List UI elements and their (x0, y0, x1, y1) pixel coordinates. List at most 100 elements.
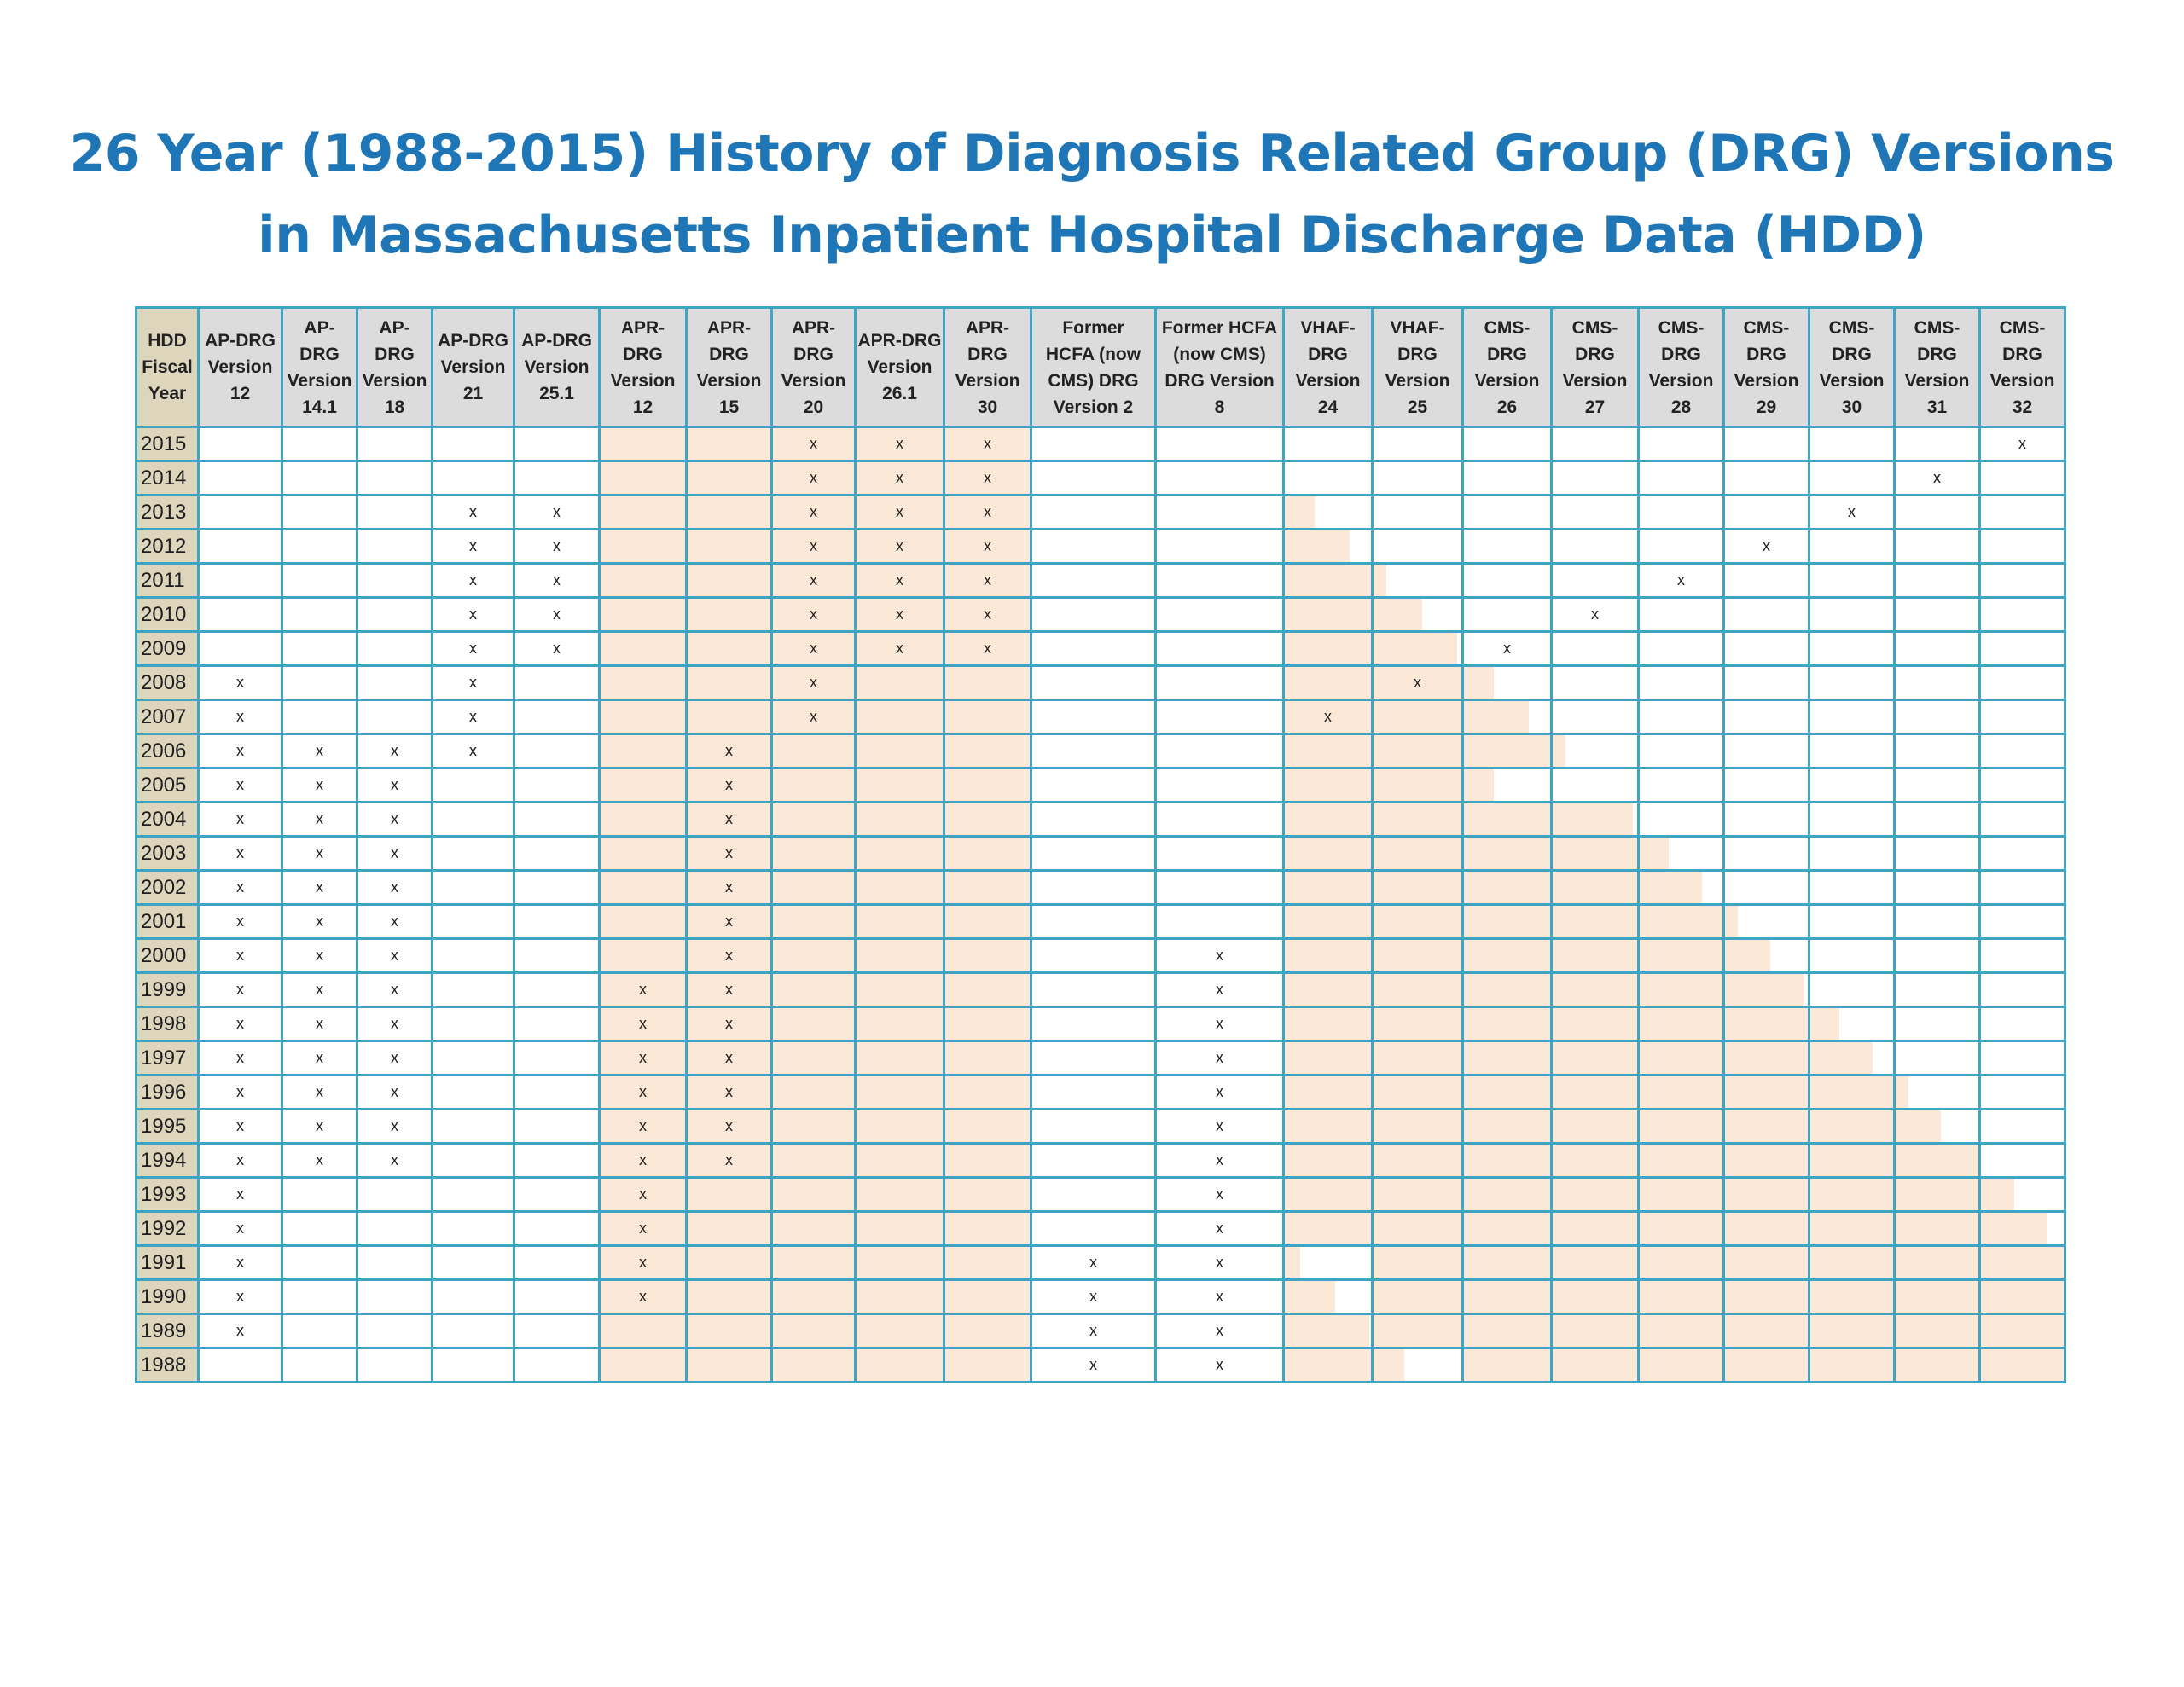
version-cell (197, 528, 283, 565)
version-cell (356, 460, 433, 496)
header-line: 18 (384, 397, 405, 417)
mark-text: x (1216, 1151, 1223, 1168)
version-cell: x (431, 630, 515, 667)
shade-fill (1285, 1247, 1301, 1278)
header-line: 31 (1926, 397, 1948, 417)
version-cell (1371, 937, 1464, 974)
version-cell: x (943, 460, 1032, 496)
version-cell (281, 494, 358, 530)
header-line: 25 (1407, 397, 1428, 417)
header-line: DRG (709, 344, 749, 364)
version-cell: x (1154, 1108, 1285, 1145)
mark-text: x (1216, 1015, 1223, 1032)
version-cell: x (685, 903, 773, 940)
table-row: 2004 x x x x (135, 801, 2066, 838)
version-cell (1461, 1176, 1553, 1213)
version-cell (598, 733, 688, 769)
version-cell (1722, 1210, 1810, 1247)
version-cell (356, 1244, 433, 1281)
version-cell (1371, 699, 1464, 735)
version-cell: x (356, 971, 433, 1008)
version-cell: x (1154, 1176, 1285, 1213)
mark-text: x (236, 1220, 244, 1237)
version-cell (770, 1313, 857, 1349)
table-row: 2002 x x x x (135, 869, 2066, 906)
header-line: CMS- (1999, 317, 2046, 338)
version-cell (598, 835, 688, 872)
version-cell (1637, 494, 1725, 530)
version-cell (1808, 630, 1896, 667)
version-cell (1637, 1210, 1725, 1247)
version-cell (1154, 494, 1285, 530)
header-line: AP- (379, 317, 410, 338)
version-cell (1461, 562, 1553, 599)
version-cell (685, 1278, 773, 1315)
version-cell (1722, 1006, 1810, 1042)
version-cell (1282, 1108, 1374, 1145)
mark-text: x (725, 1049, 733, 1066)
version-cell (598, 903, 688, 940)
header-line: DRG (1487, 344, 1527, 364)
year-cell: 2001 (135, 903, 200, 940)
version-cell (1978, 664, 2066, 701)
shade-fill (1464, 701, 1529, 733)
version-cell: x (197, 835, 283, 872)
version-cell: x (598, 1176, 688, 1213)
version-cell (1030, 1040, 1157, 1076)
header-line: DRG Version (1165, 370, 1275, 391)
version-cell (1461, 1313, 1553, 1349)
version-cell (1461, 1278, 1553, 1315)
shade-fill (1285, 496, 1316, 528)
version-cell (1550, 1074, 1640, 1110)
mark-text: x (984, 640, 991, 657)
mark-text: x (236, 1049, 244, 1066)
header-line: 8 (1214, 397, 1225, 417)
header-line: CMS) DRG (1048, 370, 1139, 391)
version-cell (1030, 596, 1157, 633)
mark-text: x (391, 913, 398, 930)
version-cell: x (685, 1040, 773, 1076)
mark-text: x (236, 810, 244, 827)
version-cell (1550, 1040, 1640, 1076)
version-cell: x (685, 801, 773, 838)
version-cell (513, 767, 601, 803)
version-cell (513, 1176, 601, 1213)
version-cell: x (854, 460, 945, 496)
version-cell (1808, 1244, 1896, 1281)
version-cell (943, 1278, 1032, 1315)
version-cell (854, 1108, 945, 1145)
header-line: Version (1295, 370, 1361, 391)
version-cell (1978, 1040, 2066, 1076)
mark-text: x (639, 1254, 647, 1271)
version-cell (1978, 869, 2066, 906)
version-cell (1808, 971, 1896, 1008)
version-cell (431, 1040, 515, 1076)
version-cell (1893, 733, 1981, 769)
version-cell (1637, 971, 1725, 1008)
header-vhaf-drg-version-25: VHAF- DRG Version 25 (1371, 306, 1464, 428)
version-cell: x (431, 733, 515, 769)
version-cell (770, 733, 857, 769)
version-cell (1154, 699, 1285, 735)
version-cell (854, 1313, 945, 1349)
version-cell (598, 1347, 688, 1383)
version-cell (1893, 1142, 1981, 1179)
version-cell (1282, 528, 1374, 565)
version-cell (854, 767, 945, 803)
header-line: 14.1 (302, 397, 337, 417)
version-cell (1282, 1142, 1374, 1179)
version-cell (356, 562, 433, 599)
year-cell: 2014 (135, 460, 200, 496)
header-line: CMS- (1914, 317, 1960, 338)
version-cell (1722, 1142, 1810, 1179)
mark-text: x (391, 742, 398, 759)
version-cell: x (1154, 971, 1285, 1008)
version-cell (854, 1040, 945, 1076)
version-cell (1461, 1006, 1553, 1042)
version-cell (1282, 460, 1374, 496)
version-cell (854, 1176, 945, 1213)
version-cell: x (197, 1108, 283, 1145)
version-cell (943, 971, 1032, 1008)
version-cell (685, 1347, 773, 1383)
version-cell (1893, 494, 1981, 530)
